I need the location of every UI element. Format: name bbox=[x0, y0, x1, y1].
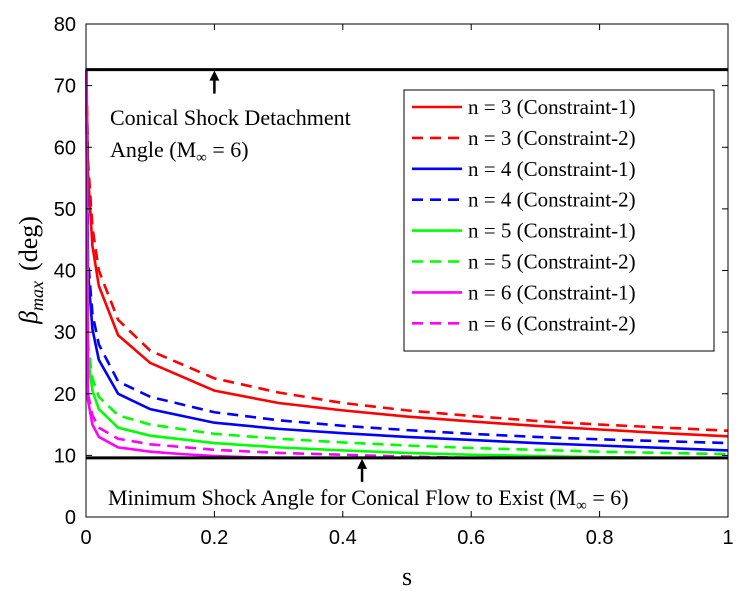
series-line-3 bbox=[85, 69, 729, 452]
y-tick-label: 50 bbox=[54, 199, 76, 221]
y-tick-label: 80 bbox=[54, 14, 76, 36]
legend-label-7: n = 6 (Constraint-1) bbox=[468, 280, 636, 304]
detachment-label-line1: Conical Shock Detachment bbox=[110, 105, 351, 130]
x-tick-label: 0.2 bbox=[200, 527, 228, 549]
detachment-label-line2: Angle (M∞ = 6) bbox=[110, 137, 249, 166]
series-line-1 bbox=[85, 69, 729, 438]
legend-label-2: n = 3 (Constraint-2) bbox=[468, 126, 636, 150]
detachment-arrow-head bbox=[209, 70, 220, 81]
y-tick-label: 40 bbox=[54, 261, 76, 283]
legend-label-1: n = 3 (Constraint-1) bbox=[468, 95, 636, 119]
x-axis-label: s bbox=[402, 562, 412, 591]
legend-label-6: n = 5 (Constraint-2) bbox=[468, 250, 636, 274]
series-line-8 bbox=[85, 69, 728, 460]
legend: n = 3 (Constraint-1) n = 3 (Constraint-2)… bbox=[403, 89, 715, 352]
legend-label-5: n = 5 (Constraint-1) bbox=[468, 219, 636, 243]
x-tick-label: 0.8 bbox=[586, 527, 614, 549]
series-line-6 bbox=[85, 69, 729, 456]
x-tick-label: 1 bbox=[722, 527, 733, 549]
legend-label-3: n = 4 (Constraint-1) bbox=[468, 157, 636, 181]
y-tick-label: 30 bbox=[54, 322, 76, 344]
x-tick-label: 0 bbox=[80, 527, 91, 549]
y-axis-label: βmax(deg) bbox=[14, 216, 47, 325]
legend-box bbox=[403, 89, 715, 352]
y-tick-label: 20 bbox=[54, 384, 76, 406]
minimum-arrow-head bbox=[357, 458, 368, 469]
x-tick-label: 0.6 bbox=[457, 527, 485, 549]
series-line-2 bbox=[85, 69, 729, 433]
y-tick-label: 60 bbox=[54, 137, 76, 159]
reference-lines bbox=[86, 68, 728, 482]
legend-label-8: n = 6 (Constraint-2) bbox=[468, 311, 636, 335]
minimum-label: Minimum Shock Angle for Conical Flow to … bbox=[108, 485, 629, 514]
y-tick-label: 70 bbox=[54, 76, 76, 98]
y-tick-label: 10 bbox=[54, 445, 76, 467]
x-tick-label: 0.4 bbox=[329, 527, 357, 549]
y-tick-label: 0 bbox=[65, 507, 76, 529]
legend-label-4: n = 4 (Constraint-2) bbox=[468, 188, 636, 212]
series-line-4 bbox=[85, 69, 729, 445]
minimum-annotation: Minimum Shock Angle for Conical Flow to … bbox=[108, 485, 629, 514]
detachment-annotation: Conical Shock Detachment Angle (M∞ = 6) bbox=[110, 105, 351, 166]
